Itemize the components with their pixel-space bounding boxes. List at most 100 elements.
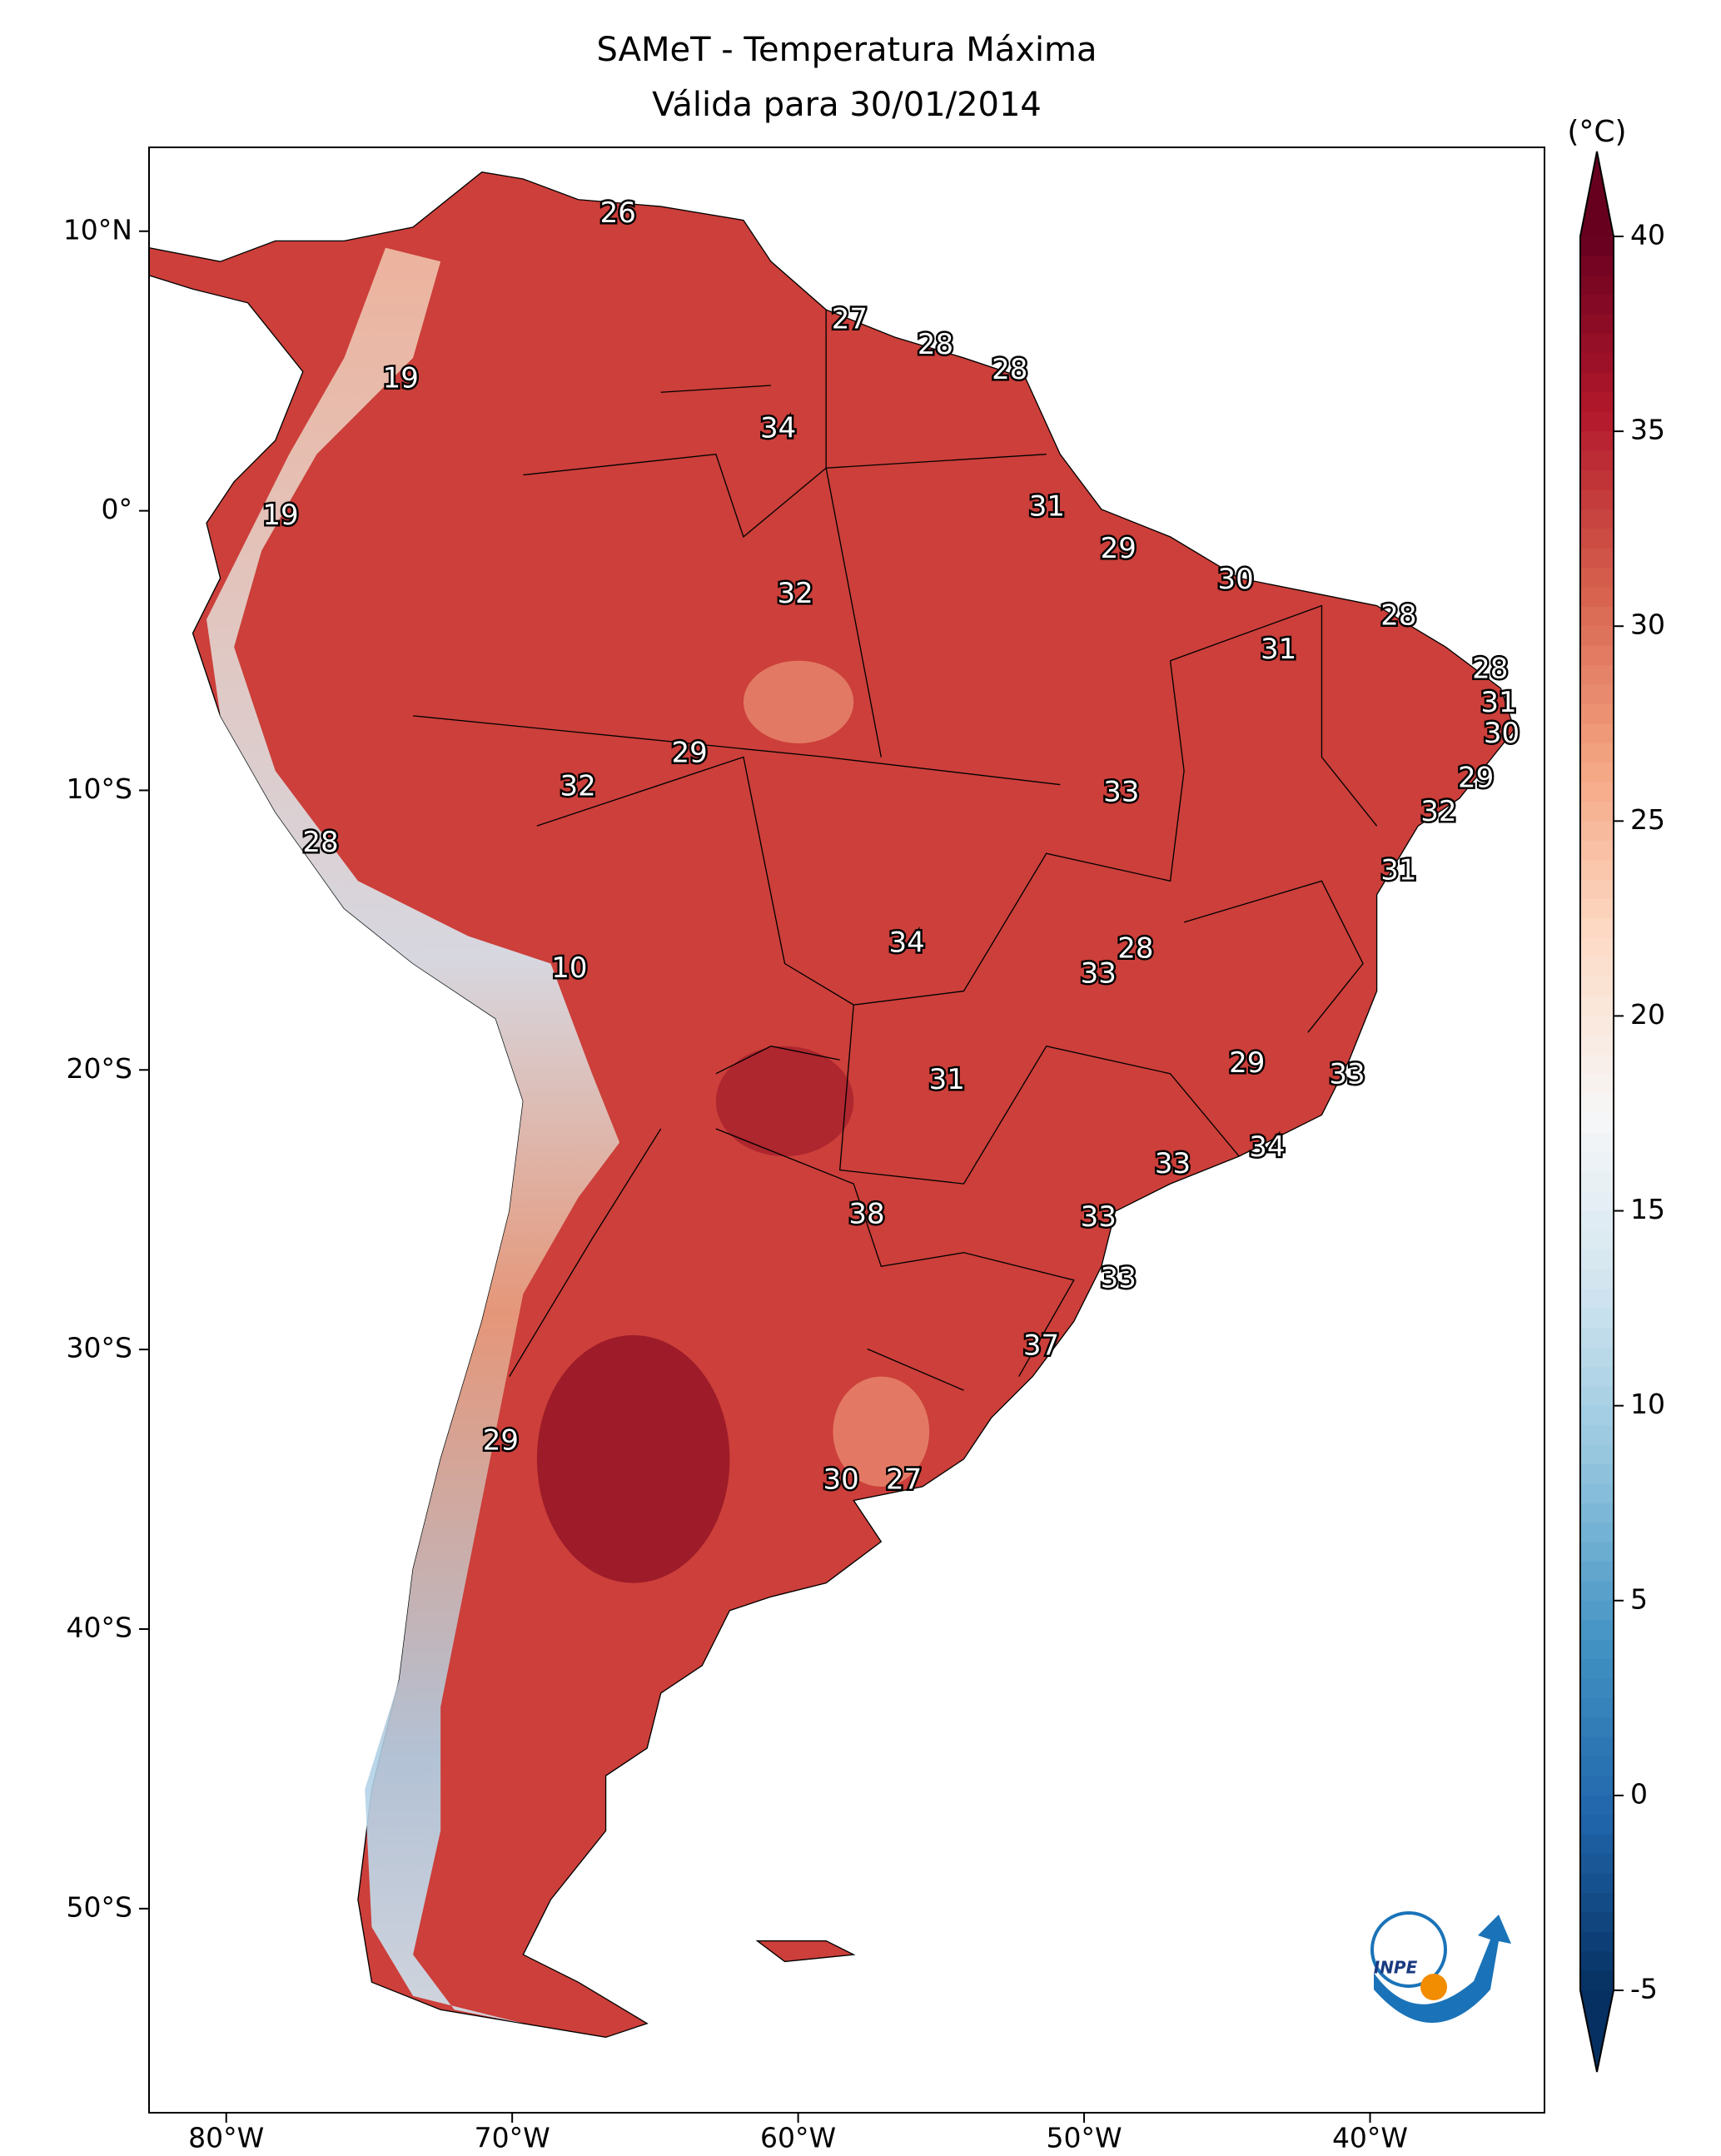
temperature-label: 31 bbox=[1029, 490, 1065, 524]
chart-subtitle: Válida para 30/01/2014 bbox=[652, 86, 1042, 124]
colorbar-cell bbox=[1580, 1425, 1614, 1446]
colorbar-cell bbox=[1580, 469, 1614, 490]
colorbar-cell bbox=[1580, 1269, 1614, 1289]
chart-title: SAMeT - Temperatura Máxima bbox=[596, 31, 1097, 69]
colorbar-tick-label: 10 bbox=[1630, 1388, 1665, 1420]
x-tick-label: 40°W bbox=[1332, 2122, 1408, 2154]
colorbar-tick-label: -5 bbox=[1630, 1973, 1658, 2005]
colorbar-cell bbox=[1580, 606, 1614, 627]
colorbar-cell bbox=[1580, 1581, 1614, 1602]
colorbar-cell bbox=[1580, 860, 1614, 881]
colorbar-cell bbox=[1580, 1931, 1614, 1952]
colorbar-cell bbox=[1580, 256, 1614, 276]
colorbar-cell bbox=[1580, 1347, 1614, 1368]
colorbar-cell bbox=[1580, 703, 1614, 724]
temperature-label: 37 bbox=[1023, 1329, 1059, 1362]
temperature-label: 27 bbox=[886, 1463, 922, 1496]
colorbar-cell bbox=[1580, 1523, 1614, 1543]
colorbar-cell bbox=[1580, 1970, 1614, 1991]
colorbar-cell bbox=[1580, 1132, 1614, 1153]
y-tick-label: 0° bbox=[102, 493, 133, 525]
temperature-label: 34 bbox=[888, 926, 924, 960]
colorbar-cell bbox=[1580, 1483, 1614, 1504]
colorbar-cell bbox=[1580, 1620, 1614, 1641]
colorbar-cell bbox=[1580, 918, 1614, 939]
colorbar-tick-label: 35 bbox=[1630, 414, 1665, 446]
logo: INPE bbox=[1370, 1911, 1511, 2023]
colorbar-cell bbox=[1580, 1289, 1614, 1309]
colorbar-cell bbox=[1580, 1854, 1614, 1875]
colorbar-tick-label: 15 bbox=[1630, 1193, 1665, 1225]
colorbar-cell bbox=[1580, 529, 1614, 549]
colorbar-label: (°C) bbox=[1567, 115, 1626, 149]
temperature-label: 28 bbox=[1472, 653, 1508, 686]
colorbar-cell bbox=[1580, 1542, 1614, 1562]
temperature-label: 27 bbox=[832, 303, 868, 336]
colorbar-cell bbox=[1580, 567, 1614, 588]
colorbar-cell bbox=[1580, 1756, 1614, 1777]
colorbar-cell bbox=[1580, 763, 1614, 783]
temperature-label: 32 bbox=[778, 577, 813, 610]
colorbar-cell bbox=[1580, 1912, 1614, 1933]
colorbar-cell bbox=[1580, 782, 1614, 802]
colorbar-cell bbox=[1580, 1152, 1614, 1173]
x-tick-label: 80°W bbox=[188, 2122, 264, 2154]
colorbar-cell bbox=[1580, 976, 1614, 997]
colorbar-cell bbox=[1580, 1795, 1614, 1816]
colorbar-tick-label: 25 bbox=[1630, 803, 1665, 836]
temperature-label: 28 bbox=[1380, 599, 1416, 633]
map-frame bbox=[148, 147, 1545, 2114]
temperature-label: 26 bbox=[600, 196, 636, 230]
colorbar-cell bbox=[1580, 1094, 1614, 1115]
colorbar-cell bbox=[1580, 1035, 1614, 1056]
x-tick-label: 60°W bbox=[760, 2122, 836, 2154]
colorbar-cell bbox=[1580, 1503, 1614, 1523]
colorbar-cell bbox=[1580, 1055, 1614, 1076]
colorbar-tick-label: 5 bbox=[1630, 1582, 1648, 1615]
colorbar-cell bbox=[1580, 1328, 1614, 1349]
colorbar-cell bbox=[1580, 1444, 1614, 1465]
y-tick-label: 20°S bbox=[67, 1052, 132, 1085]
y-tick-label: 40°S bbox=[67, 1611, 132, 1643]
colorbar-cell bbox=[1580, 431, 1614, 452]
logo-text: INPE bbox=[1374, 1958, 1418, 1978]
colorbar-cell bbox=[1580, 937, 1614, 958]
temperature-label: 34 bbox=[760, 412, 796, 445]
colorbar-cell bbox=[1580, 879, 1614, 900]
temperature-label: 30 bbox=[1484, 717, 1520, 750]
colorbar-cell bbox=[1580, 587, 1614, 608]
colorbar-tick-label: 0 bbox=[1630, 1777, 1648, 1810]
colorbar-cell bbox=[1580, 392, 1614, 413]
colorbar-cell bbox=[1580, 353, 1614, 374]
temperature-label: 10 bbox=[551, 951, 587, 985]
x-tick-label: 50°W bbox=[1046, 2122, 1122, 2154]
colorbar-tick-label: 40 bbox=[1630, 219, 1665, 251]
y-tick-label: 50°S bbox=[67, 1890, 132, 1923]
colorbar-cell bbox=[1580, 840, 1614, 861]
colorbar-cell bbox=[1580, 1366, 1614, 1387]
temperature-label: 33 bbox=[1329, 1058, 1365, 1091]
temperature-label: 32 bbox=[560, 770, 596, 803]
temperature-label: 29 bbox=[1229, 1046, 1265, 1080]
temperature-label: 28 bbox=[1117, 931, 1153, 965]
temperature-label: 29 bbox=[1101, 532, 1137, 565]
colorbar-cell bbox=[1580, 1113, 1614, 1134]
colorbar-cell bbox=[1580, 626, 1614, 647]
colorbar-cell bbox=[1580, 509, 1614, 529]
temperature-label: 33 bbox=[1103, 775, 1139, 808]
colorbar-cell bbox=[1580, 898, 1614, 919]
colorbar-cell bbox=[1580, 1561, 1614, 1582]
colorbar-cell bbox=[1580, 411, 1614, 432]
colorbar-cell bbox=[1580, 1678, 1614, 1699]
colorbar-cell bbox=[1580, 1717, 1614, 1738]
colorbar-cell bbox=[1580, 1951, 1614, 1972]
temperature-label: 30 bbox=[823, 1463, 858, 1496]
temperature-label: 31 bbox=[1480, 686, 1516, 719]
temperature-label: 29 bbox=[1458, 762, 1494, 795]
colorbar-cell bbox=[1580, 1834, 1614, 1855]
temperature-label: 38 bbox=[848, 1197, 884, 1230]
colorbar-cell bbox=[1580, 1016, 1614, 1036]
temperature-label: 33 bbox=[1101, 1262, 1137, 1295]
colorbar-cell bbox=[1580, 1873, 1614, 1894]
